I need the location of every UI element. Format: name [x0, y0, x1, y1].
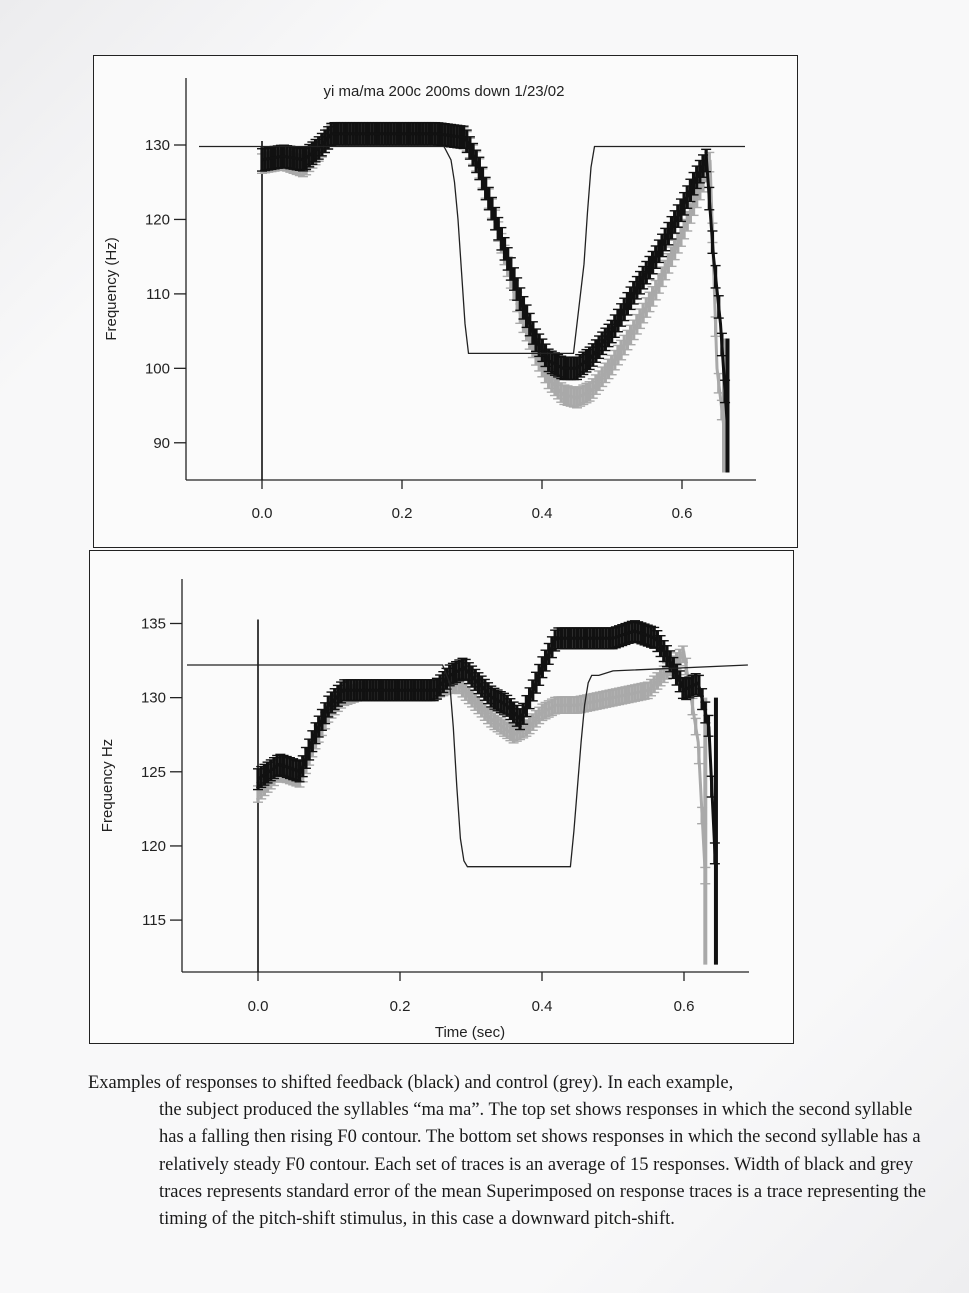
shifted-trace-black: [257, 121, 731, 473]
y-axis-label: Frequency Hz: [99, 739, 116, 832]
figure-caption: Examples of responses to shifted feedbac…: [88, 1070, 938, 1233]
y-tick-label: 125: [141, 764, 166, 781]
top-chart-panel: 90 100 110 120 130 0.0 0.2 0.4 0.6 yi ma/ma 200c …: [93, 55, 798, 548]
stimulus-trace: [187, 664, 748, 868]
y-tick-label: 135: [141, 615, 166, 632]
bottom-chart-panel: 115 120 125 130 135 0.0 0.2 0.4 0.6 Frequency Hz T…: [89, 550, 794, 1044]
y-tick-label: 120: [141, 838, 166, 855]
x-tick-label: 0.2: [390, 998, 411, 1015]
y-tick-label: 130: [141, 690, 166, 707]
x-tick-label: 0.4: [532, 998, 553, 1015]
x-tick-label: 0.6: [674, 998, 695, 1015]
chart-title: yi ma/ma 200c 200ms down 1/23/02: [324, 83, 565, 100]
stimulus-trace: [199, 145, 745, 355]
y-tick-label: 130: [145, 137, 170, 154]
caption-body: the subject produced the syllables “ma m…: [159, 1100, 926, 1230]
y-tick-label: 90: [153, 435, 170, 452]
shifted-trace-black: [253, 620, 720, 965]
top-chart: 90 100 110 120 130 0.0 0.2 0.4 0.6 yi ma/ma 200c …: [103, 78, 756, 522]
x-tick-label: 0.2: [392, 505, 413, 522]
y-tick-label: 100: [145, 360, 170, 377]
trace-line: [261, 132, 729, 429]
control-trace-grey: [257, 123, 727, 473]
caption-first-line: Examples of responses to shifted feedbac…: [88, 1073, 734, 1093]
x-axis-label: Time (sec): [435, 1024, 505, 1041]
x-tick-label: 0.6: [672, 505, 693, 522]
x-tick-label: 0.0: [248, 998, 269, 1015]
trace-line: [257, 629, 718, 876]
bottom-chart: 115 120 125 130 135 0.0 0.2 0.4 0.6 Frequency Hz T…: [99, 579, 749, 1041]
y-tick-label: 120: [145, 211, 170, 228]
x-tick-label: 0.4: [532, 505, 553, 522]
y-tick-label: 115: [142, 912, 166, 929]
y-axis-label: Frequency (Hz): [103, 237, 120, 340]
y-tick-label: 110: [146, 286, 170, 303]
x-tick-label: 0.0: [252, 505, 273, 522]
